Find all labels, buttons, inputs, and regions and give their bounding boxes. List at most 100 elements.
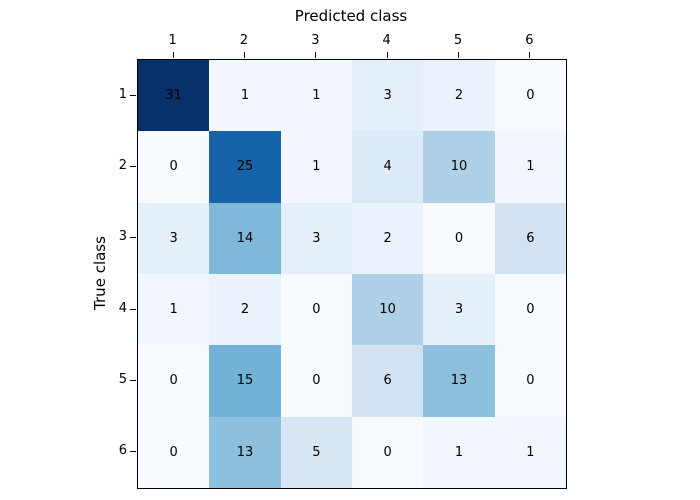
heatmap-cell-r3-c6: 6: [494, 202, 566, 274]
x-tick-mark: [529, 52, 531, 58]
y-tick-label-5: 5: [118, 372, 127, 387]
cell-value: 3: [169, 230, 178, 246]
heatmap-cell-r4-c2: 2: [209, 274, 281, 346]
heatmap-cell-r2-c1: 0: [138, 131, 210, 203]
heatmap-cell-r6-c6: 1: [494, 416, 566, 488]
cell-value: 0: [526, 88, 535, 104]
heatmap-cell-r4-c5: 3: [423, 274, 495, 346]
plot-area: 31 1 1 3 2 0 0 25 1 4 10 1 3 14 3 2 0 6 1 2 0 10 3 0 0 15 0 6 13 0 0 13…: [137, 59, 567, 489]
cell-value: 0: [383, 444, 392, 460]
cell-value: 2: [240, 302, 250, 318]
cell-value: 1: [169, 302, 178, 318]
cell-value: 0: [169, 159, 178, 175]
heatmap-cell-r6-c2: 13: [209, 416, 281, 488]
cell-value: 1: [454, 444, 464, 460]
x-tick-label-1: 1: [168, 33, 177, 48]
cell-value: 1: [526, 159, 535, 175]
cell-value: 4: [383, 159, 392, 175]
cell-value: 0: [169, 373, 178, 389]
heatmap-cell-r6-c1: 0: [138, 416, 210, 488]
cell-value: 25: [236, 159, 254, 175]
cell-value: 14: [236, 230, 254, 246]
y-tick-mark: [130, 94, 136, 96]
cell-value: 3: [454, 302, 464, 318]
y-tick-label-3: 3: [118, 229, 127, 245]
heatmap-cell-r3-c2: 14: [209, 202, 281, 274]
x-tick-label-6: 6: [525, 33, 534, 48]
cell-value: 0: [526, 302, 535, 318]
y-tick-mark: [130, 451, 136, 453]
cell-value: 0: [169, 444, 178, 460]
heatmap-cell-r1-c3: 1: [280, 60, 352, 132]
heatmap-cell-r4-c1: 1: [138, 274, 210, 346]
x-tick-mark: [172, 52, 174, 58]
cell-value: 10: [379, 302, 396, 318]
cell-value: 6: [383, 373, 392, 389]
cell-value: 0: [312, 302, 321, 318]
heatmap-cell-r1-c4: 3: [352, 60, 424, 132]
heatmap-cell-r1-c5: 2: [423, 60, 495, 132]
heatmap-cell-r4-c6: 0: [494, 274, 566, 346]
heatmap-cell-r3-c5: 0: [423, 202, 495, 274]
cell-value: 0: [312, 373, 321, 389]
cell-value: 2: [454, 88, 464, 104]
heatmap-cell-r2-c6: 1: [494, 131, 566, 203]
cell-value: 1: [312, 159, 321, 175]
y-tick-label-2: 2: [118, 158, 127, 173]
x-tick-label-5: 5: [453, 33, 463, 48]
heatmap-cell-r2-c3: 1: [280, 131, 352, 203]
y-tick-mark: [130, 166, 136, 167]
x-tick-label-4: 4: [382, 33, 391, 48]
cell-value: 1: [526, 444, 535, 460]
heatmap-grid: 31 1 1 3 2 0 0 25 1 4 10 1 3 14 3 2 0 6 1 2 0 10 3 0 0 15 0 6 13 0 0 13…: [138, 60, 566, 488]
heatmap-cell-r6-c5: 1: [423, 416, 495, 488]
y-tick-label-6: 6: [118, 443, 127, 459]
x-tick-mark: [458, 52, 459, 58]
cell-value: 6: [526, 230, 535, 246]
heatmap-cell-r6-c3: 5: [280, 416, 352, 488]
heatmap-cell-r6-c4: 0: [352, 416, 424, 488]
heatmap-cell-r5-c5: 13: [423, 345, 495, 417]
heatmap-cell-r1-c2: 1: [209, 60, 281, 132]
heatmap-cell-r5-c3: 0: [280, 345, 352, 417]
heatmap-cell-r4-c4: 10: [352, 274, 424, 346]
x-tick-label-2: 2: [239, 33, 249, 48]
cell-value: 15: [236, 373, 254, 389]
y-axis-title: True class: [91, 236, 109, 310]
heatmap-cell-r4-c3: 0: [280, 274, 352, 346]
x-axis-title: Predicted class: [294, 7, 408, 25]
y-tick-mark: [130, 308, 136, 310]
cell-value: 3: [383, 88, 392, 104]
heatmap-cell-r3-c4: 2: [352, 202, 424, 274]
heatmap-cell-r2-c2: 25: [209, 131, 281, 203]
heatmap-cell-r2-c4: 4: [352, 131, 424, 203]
x-tick-mark: [386, 52, 388, 58]
y-tick-label-1: 1: [118, 86, 127, 102]
heatmap-cell-r5-c2: 15: [209, 345, 281, 417]
cell-value: 13: [450, 373, 468, 389]
heatmap-cell-r2-c5: 10: [423, 131, 495, 203]
heatmap-cell-r5-c1: 0: [138, 345, 210, 417]
heatmap-cell-r3-c3: 3: [280, 202, 352, 274]
heatmap-cell-r5-c6: 0: [494, 345, 566, 417]
cell-value: 13: [236, 444, 254, 460]
heatmap-cell-r3-c1: 3: [138, 202, 210, 274]
x-tick-label-3: 3: [311, 33, 320, 48]
y-tick-mark: [130, 237, 136, 239]
cell-value: 2: [383, 230, 392, 246]
y-tick-label-4: 4: [118, 300, 127, 316]
cell-value: 0: [454, 230, 464, 246]
y-tick-mark: [130, 380, 136, 381]
cell-value: 31: [165, 88, 182, 104]
cell-value: 1: [240, 88, 250, 104]
cell-value: 1: [312, 88, 321, 104]
heatmap-cell-r1-c1: 31: [138, 60, 210, 132]
x-tick-mark: [315, 52, 317, 58]
cell-value: 3: [312, 230, 321, 246]
cell-value: 10: [450, 159, 468, 175]
cell-value: 0: [526, 373, 535, 389]
x-tick-mark: [244, 52, 245, 58]
heatmap-cell-r1-c6: 0: [494, 60, 566, 132]
heatmap-cell-r5-c4: 6: [352, 345, 424, 417]
